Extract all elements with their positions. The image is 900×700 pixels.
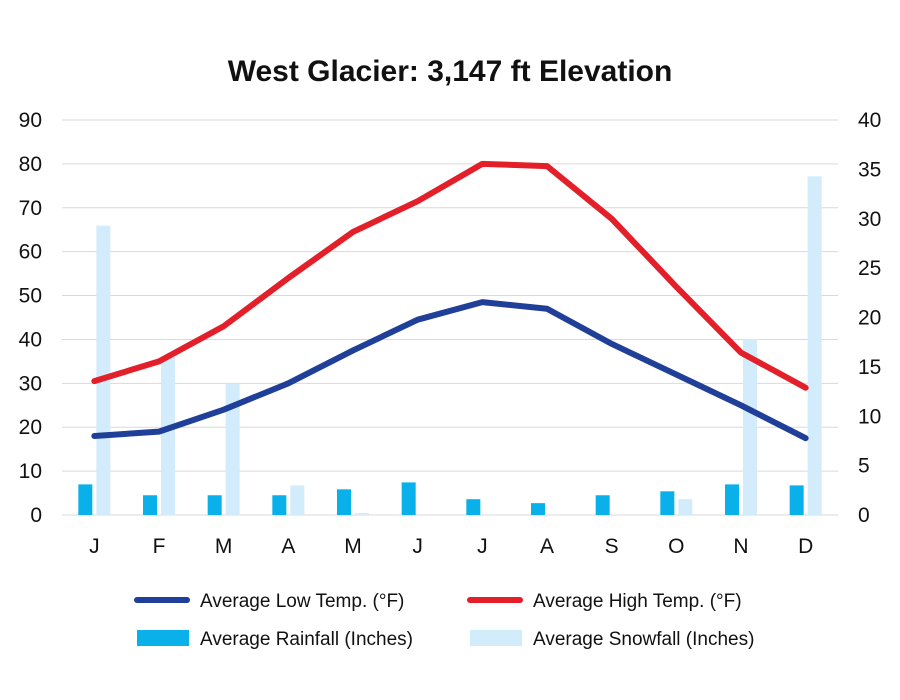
y-axis-right: 0 5 10 15 20 25 30 35 40	[858, 109, 881, 527]
rainfall-bar	[595, 495, 610, 515]
snowfall-bar	[678, 499, 693, 515]
y-right-tick-label: 5	[858, 455, 870, 478]
snowfall-bar	[96, 225, 111, 515]
y-right-tick-label: 30	[858, 208, 881, 231]
x-tick-label: D	[798, 535, 813, 558]
rainfall-bar	[272, 495, 287, 515]
x-tick-label: J	[412, 535, 423, 558]
y-right-tick-label: 35	[858, 158, 881, 181]
snowfall-bar	[225, 383, 240, 515]
y-left-tick-label: 80	[19, 153, 42, 176]
legend: Average Low Temp. (°F) Average High Temp.…	[134, 591, 754, 650]
legend-label: Average Low Temp. (°F)	[200, 591, 404, 612]
rainfall-bar	[78, 484, 93, 515]
rainfall-bar	[337, 489, 351, 515]
y-left-tick-label: 20	[19, 416, 42, 439]
y-left-tick-label: 40	[19, 328, 42, 351]
x-tick-label: J	[89, 535, 100, 558]
legend-label: Average High Temp. (°F)	[533, 591, 742, 612]
y-left-tick-label: 90	[19, 109, 42, 132]
x-tick-label: A	[540, 535, 554, 558]
snowfall-bar	[290, 485, 305, 515]
y-right-tick-label: 0	[858, 504, 870, 527]
snowfall-bar	[355, 513, 369, 515]
y-right-tick-label: 25	[858, 257, 881, 280]
legend-swatch-bar	[137, 630, 189, 646]
y-right-tick-label: 40	[858, 109, 881, 132]
x-tick-label: N	[733, 535, 748, 558]
high-temp-line	[91, 160, 809, 391]
low-temp-line	[91, 299, 809, 442]
y-right-tick-label: 15	[858, 356, 881, 379]
legend-label: Average Snowfall (Inches)	[533, 629, 754, 650]
y-right-tick-label: 20	[858, 307, 881, 330]
x-tick-label: M	[344, 535, 362, 558]
rainfall-bar	[725, 484, 739, 515]
x-tick-label: S	[605, 535, 619, 558]
lines	[91, 160, 809, 442]
chart-title: West Glacier: 3,147 ft Elevation	[228, 55, 673, 88]
rainfall-bar	[207, 495, 222, 515]
rainfall-bar	[466, 499, 481, 515]
x-tick-label: O	[668, 535, 684, 558]
x-tick-label: J	[477, 535, 488, 558]
y-left-tick-label: 60	[19, 241, 42, 264]
y-right-tick-label: 10	[858, 405, 881, 428]
snowfall-bar	[807, 176, 822, 515]
x-tick-label: A	[281, 535, 295, 558]
legend-label: Average Rainfall (Inches)	[200, 629, 413, 650]
x-tick-label: F	[153, 535, 166, 558]
y-left-tick-label: 50	[19, 285, 42, 308]
rainfall-bar	[789, 485, 804, 515]
snowfall-bar	[743, 339, 757, 515]
bars	[78, 176, 822, 515]
y-left-tick-label: 70	[19, 197, 42, 220]
rainfall-bar	[531, 503, 545, 515]
snowfall-bar	[161, 357, 175, 515]
rainfall-bar	[660, 491, 675, 515]
rainfall-bar	[401, 482, 416, 515]
y-axis-left: 0 10 20 30 40 50 60 70 80 90	[19, 109, 42, 527]
y-left-tick-label: 0	[30, 504, 42, 527]
y-left-tick-label: 30	[19, 372, 42, 395]
y-left-tick-label: 10	[19, 460, 42, 483]
gridlines	[62, 119, 838, 516]
rainfall-bar	[143, 495, 157, 515]
x-tick-label: M	[215, 535, 233, 558]
legend-swatch-bar	[470, 630, 522, 646]
